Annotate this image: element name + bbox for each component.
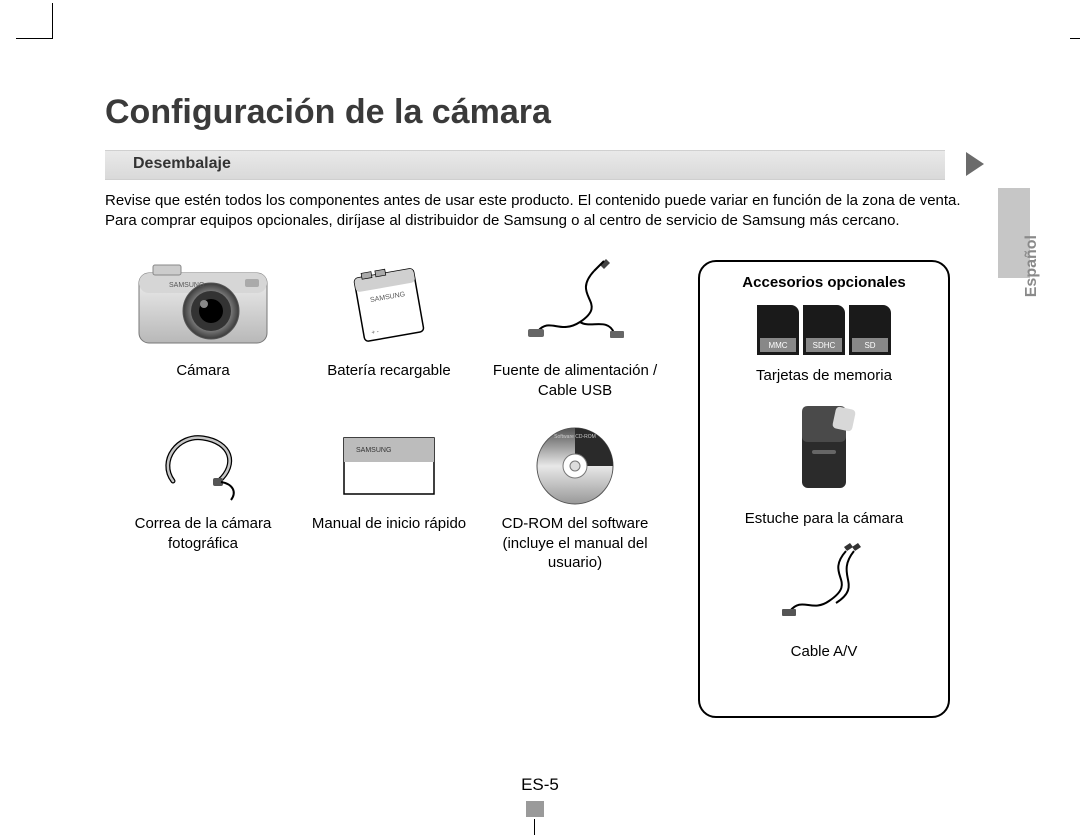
item-cdrom: Software CD-ROM CD-ROM del software (inc… [482,424,668,573]
item-strap: Correa de la cámara fotográfica [110,424,296,573]
section-heading: Desembalaje [105,151,259,173]
item-label: Manual de inicio rápido [296,514,482,534]
battery-icon: SAMSUNG + - [296,255,482,355]
grid-row: Correa de la cámara fotográfica SAMSUNG … [110,424,670,573]
page-number-underline [526,801,544,817]
crop-mark [16,38,52,39]
svg-text:SAMSUNG: SAMSUNG [169,282,204,289]
page-title: Configuración de la cámara [105,93,551,132]
page-number: ES-5 [0,775,1080,795]
sd-card-icon: SD [849,305,891,355]
camera-case-icon [700,402,948,498]
cable-icon [482,255,668,355]
language-tab-label: Español [1023,235,1041,297]
section-heading-bar: Desembalaje [105,150,945,180]
cdrom-icon: Software CD-ROM [482,424,668,508]
item-label: Cámara [110,361,296,381]
crop-mark [52,3,53,39]
item-power-usb: Fuente de alimentación / Cable USB [482,255,668,400]
crop-mark [1070,38,1080,39]
svg-text:Software CD-ROM: Software CD-ROM [554,434,596,440]
camera-icon: SAMSUNG [110,255,296,355]
item-battery: SAMSUNG + - Batería recargable [296,255,482,400]
item-label: CD-ROM del software (incluye el manual d… [482,514,668,573]
crop-mark [534,819,535,835]
item-label: Batería recargable [296,361,482,381]
item-camera: SAMSUNG Cámara [110,255,296,400]
av-cable-icon [700,541,948,631]
optional-title: Accesorios opcionales [700,274,948,291]
sd-card-icon: MMC [757,305,799,355]
item-qsm: SAMSUNG Manual de inicio rápido [296,424,482,573]
optional-accessories-box: Accesorios opcionales MMC SDHC SD Tarjet… [698,260,950,718]
optional-label: Estuche para la cámara [700,510,948,527]
strap-icon [110,424,296,508]
manual-page: Configuración de la cámara Desembalaje R… [0,0,1080,835]
sd-card-icon: SDHC [803,305,845,355]
card-label: SD [852,338,888,352]
item-label: Fuente de alimentación / Cable USB [482,361,668,400]
memory-cards-icon: MMC SDHC SD [700,305,948,355]
optional-label: Cable A/V [700,643,948,660]
optional-label: Tarjetas de memoria [700,367,948,384]
card-label: SDHC [806,338,842,352]
grid-row: SAMSUNG Cámara SAMSUNG + - [110,255,670,400]
section-arrow-icon [966,152,984,176]
manual-icon: SAMSUNG [296,424,482,508]
svg-text:+ -: + - [371,329,379,336]
included-items-grid: SAMSUNG Cámara SAMSUNG + - [110,255,670,573]
card-label: MMC [760,338,796,352]
item-label: Correa de la cámara fotográfica [110,514,296,553]
body-paragraph: Revise que estén todos los componentes a… [105,191,965,232]
svg-text:SAMSUNG: SAMSUNG [356,447,391,454]
